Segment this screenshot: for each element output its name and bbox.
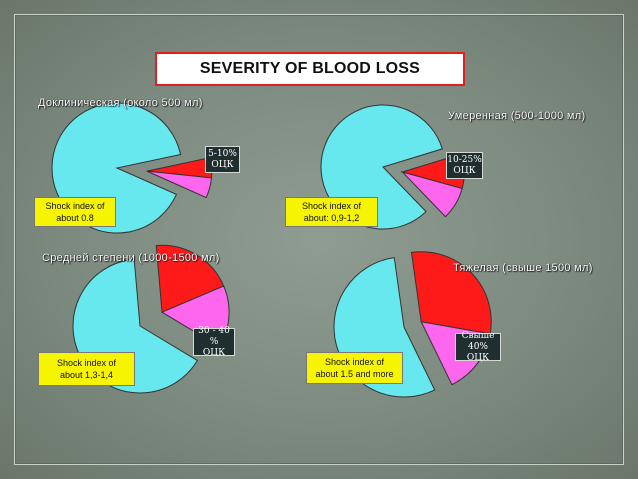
chart-4-title: Тяжелая (свыше 1500 мл): [453, 262, 593, 274]
chart-1-percent-line1: 5-10%: [208, 148, 237, 159]
chart-4-percent-line1: Свыше: [461, 330, 495, 341]
chart-2-shock-line1: Shock index of: [301, 201, 362, 211]
chart-1-percent-label: 5-10% ОЦК: [205, 146, 240, 173]
chart-4-shock-line1: Shock index of: [324, 357, 385, 367]
chart-3-red-slice: [155, 244, 225, 313]
chart-1-shock-line1: Shock index of: [45, 201, 105, 211]
chart-2-shock-index: Shock index of about: 0,9-1,2: [285, 197, 378, 227]
chart-4-red-slice: [410, 251, 492, 335]
chart-4-percent-line2: 40% ОЦК: [466, 341, 490, 363]
chart-1-shock-index: Shock index of about 0.8: [34, 197, 116, 227]
chart-3-percent-label: 30 - 40 % ОЦК: [193, 325, 235, 358]
chart-3-shock-line1: Shock index of: [56, 358, 117, 368]
chart-2-percent-label: 10-25% ОЦК: [446, 152, 483, 179]
chart-4-shock-index: Shock index of about 1.5 and more: [306, 352, 403, 384]
chart-3-shock-index: Shock index of about 1,3-1,4: [38, 352, 135, 386]
chart-3-shock-line2: about 1,3-1,4: [59, 370, 114, 380]
chart-4-percent-label: Свыше 40% ОЦК: [455, 330, 501, 363]
chart-1-percent-line2: ОЦК: [211, 159, 234, 170]
chart-1-pink-slice: [146, 170, 213, 199]
chart-2-percent-line1: 10-25%: [447, 154, 482, 165]
chart-3-percent-line2: ОЦК: [202, 347, 226, 358]
slide-frame: [14, 14, 624, 465]
slide-title: SEVERITY OF BLOOD LOSS: [155, 52, 465, 86]
chart-2-pink-slice: [400, 171, 463, 218]
chart-2-percent-line2: ОЦК: [453, 165, 476, 176]
chart-2-shock-line2: about: 0,9-1,2: [303, 213, 360, 223]
chart-2-title: Умеренная (500-1000 мл): [448, 110, 586, 122]
chart-1-shock-line2: about 0.8: [56, 213, 94, 223]
chart-3-percent-line1: 30 - 40 %: [198, 325, 230, 347]
chart-3-title: Средней степени (1000-1500 мл): [42, 252, 220, 264]
chart-1-title: Доклиническая (около 500 мл): [38, 97, 203, 109]
chart-4-shock-line2: about 1.5 and more: [315, 369, 394, 379]
